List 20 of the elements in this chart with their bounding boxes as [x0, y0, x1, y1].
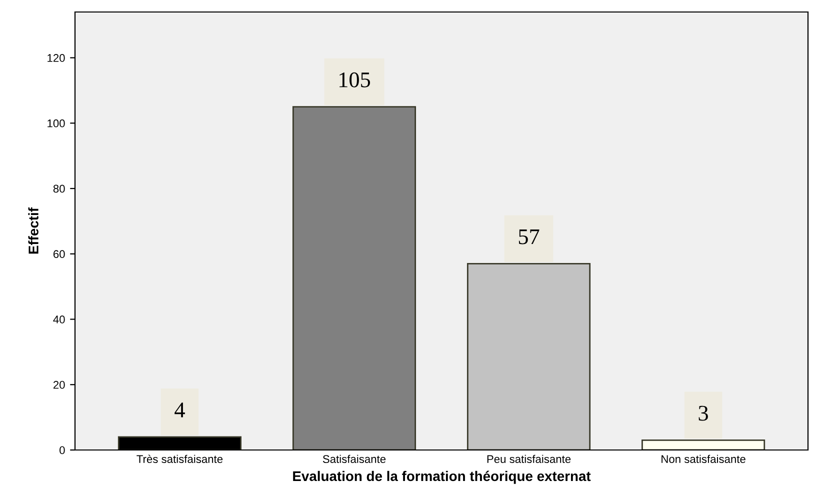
y-tick-label: 80 — [53, 184, 65, 193]
y-tick-label: 40 — [53, 316, 65, 324]
bar — [642, 440, 766, 450]
data-label: 4 — [174, 402, 185, 418]
y-tick-label: 100 — [48, 119, 65, 128]
x-tick-label: Peu satisfaisante — [487, 454, 571, 464]
bar — [292, 106, 416, 450]
x-tick-label: Non satisfaisante — [662, 454, 746, 464]
x-tick-label: Très satisfaisante — [136, 454, 223, 464]
x-axis-title: Evaluation de la formation théorique externat — [293, 470, 591, 484]
data-label: 105 — [340, 72, 370, 88]
y-axis-title: Effectif — [28, 207, 38, 254]
data-label: 3 — [698, 406, 708, 421]
y-tick-label: 60 — [53, 250, 65, 258]
y-tick-label: 120 — [48, 54, 65, 62]
bar — [466, 262, 591, 450]
y-tick-label: 0 — [60, 446, 65, 454]
y-tick-label: 20 — [53, 380, 65, 389]
x-tick-label: Satisfaisante — [322, 454, 386, 464]
data-label: 57 — [518, 229, 540, 244]
